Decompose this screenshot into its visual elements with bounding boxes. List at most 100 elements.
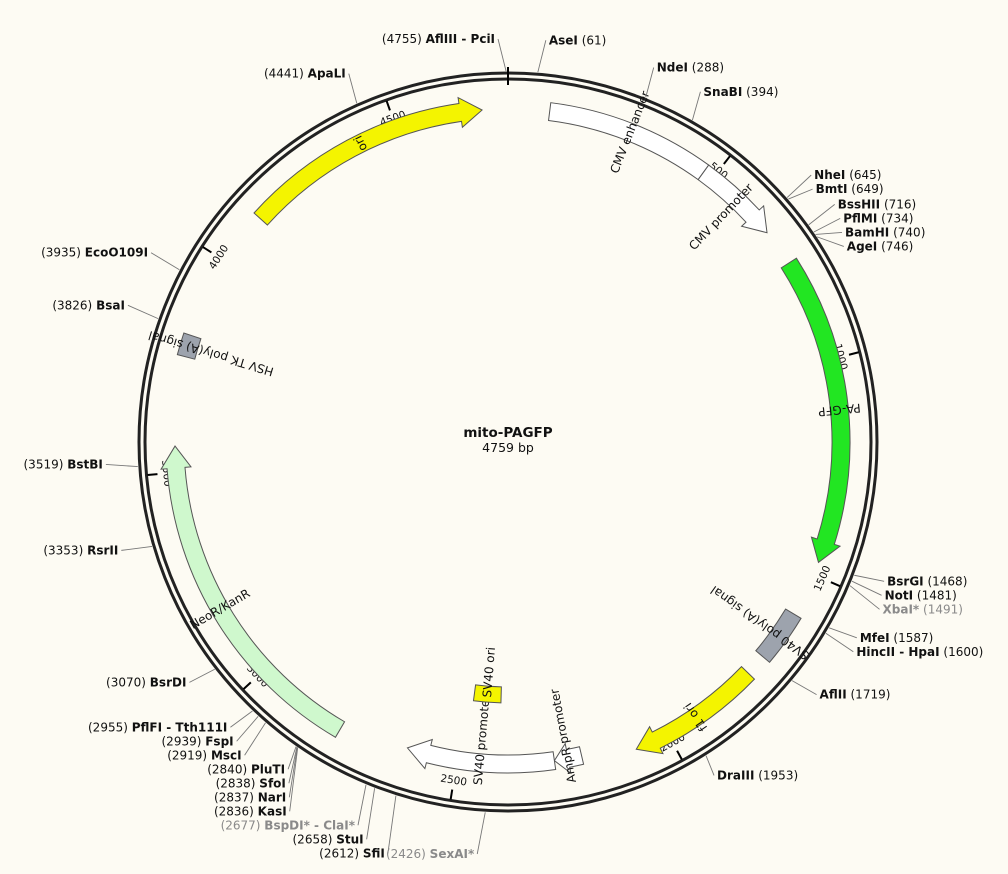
feature-sv40-ori: SV40 ori <box>472 647 502 704</box>
tick-mark <box>676 750 683 760</box>
site-leader-line <box>244 722 266 756</box>
site-name: BamHI <box>845 225 889 239</box>
tick-mark <box>202 246 212 254</box>
site-bsshii: BssHII (716) <box>808 197 917 226</box>
tick-mark <box>449 789 454 800</box>
site-label: BmtI (649) <box>816 182 884 196</box>
site-name: PflFI - Tth111I <box>132 720 228 734</box>
site-position: (1481) <box>917 588 957 602</box>
site-leader-line <box>828 627 857 639</box>
tick-mark <box>242 681 252 690</box>
site-bmti: BmtI (649) <box>788 182 884 200</box>
site-name: BstBI <box>67 457 103 471</box>
site-label: XbaI* (1491) <box>883 602 963 616</box>
feature-label: ori <box>351 133 370 153</box>
site-label: BsrGI (1468) <box>887 574 967 588</box>
site-label: AseI (61) <box>549 33 607 47</box>
site-label: DraIII (1953) <box>717 768 798 782</box>
tick-mark <box>723 155 731 165</box>
site-position: (740) <box>893 225 925 239</box>
site-leader-line <box>348 73 358 104</box>
site-label: (3519) BstBI <box>24 457 103 471</box>
site-agei: AgeI (746) <box>816 236 914 253</box>
site-label: SnaBI (394) <box>703 85 778 99</box>
site-layer: AseI (61) NdeI (288) SnaBI (394) NheI (645)… <box>24 32 984 861</box>
site-label: (4755) AflIII - PciI <box>382 32 495 46</box>
site-leader-line <box>121 546 153 551</box>
site-nari: (2837) NarI <box>214 747 298 804</box>
site-leader-line <box>366 788 376 840</box>
site-ecoo109i: (3935) EcoO109I <box>41 246 180 271</box>
tick-label: 2500 <box>440 773 468 789</box>
site-leader-line <box>230 710 253 728</box>
plasmid-name: mito-PAGFP <box>463 425 552 441</box>
site-bsrgi: BsrGI (1468) <box>854 574 967 588</box>
site-aflii: AflII (1719) <box>791 680 891 702</box>
site-rsrii: (3353) RsrII <box>43 543 153 557</box>
site-leader-line <box>854 574 885 582</box>
site-leader-line <box>645 67 655 98</box>
site-leader-line <box>815 231 843 235</box>
site-pflfi-tth111i: (2955) PflFI - Tth111I <box>88 710 253 734</box>
site-name: NheI <box>814 168 845 182</box>
site-position: (2955) <box>88 720 128 734</box>
site-nhei: NheI (645) <box>786 168 881 198</box>
site-position: (2838) <box>216 776 256 790</box>
site-position: (2677) <box>221 818 261 832</box>
site-name: NdeI <box>657 60 688 74</box>
site-name: NotI <box>885 588 914 602</box>
site-position: (1600) <box>943 645 983 659</box>
site-leader-line <box>357 784 367 826</box>
site-name: KasI <box>258 804 287 818</box>
site-snabi: SnaBI (394) <box>691 85 778 121</box>
site-leader-line <box>851 580 882 596</box>
site-leader-line <box>387 795 397 854</box>
site-name: NarI <box>258 790 287 804</box>
site-position: (649) <box>851 182 883 196</box>
site-label: BssHII (716) <box>838 197 917 211</box>
site-position: (1719) <box>851 688 891 702</box>
site-leader-line <box>537 40 547 73</box>
site-position: (746) <box>881 239 913 253</box>
site-noti: NotI (1481) <box>851 580 957 602</box>
site-position: (394) <box>746 85 778 99</box>
site-bamhi: BamHI (740) <box>815 225 925 239</box>
feature-arrow <box>176 332 202 360</box>
site-name: DraIII <box>717 768 754 782</box>
site-name: BmtI <box>816 182 848 196</box>
site-bsai: (3826) BsaI <box>52 298 159 320</box>
site-label: (4441) ApaLI <box>264 67 346 81</box>
site-leader-line <box>497 38 507 72</box>
feature-arrow <box>553 742 585 775</box>
site-label: (2426) SexAI* <box>386 847 475 861</box>
site-leader-line <box>825 632 854 653</box>
site-sexai: (2426) SexAI* <box>386 812 486 861</box>
site-position: (1953) <box>758 768 798 782</box>
site-name: AflII <box>820 688 847 702</box>
site-name: BssHII <box>838 197 880 211</box>
site-mfei: MfeI (1587) <box>828 627 934 645</box>
site-position: (2919) <box>167 748 207 762</box>
site-label: MfeI (1587) <box>860 631 934 645</box>
feature-arrow <box>635 665 756 755</box>
site-sfoi: (2838) SfoI <box>216 746 298 790</box>
feature-ori: ori <box>253 96 483 226</box>
site-name: FspI <box>205 734 233 748</box>
feature-arrow <box>406 738 557 774</box>
feature-arrow <box>697 164 768 234</box>
site-name: BsaI <box>96 298 125 312</box>
site-name: PluTI <box>251 762 285 776</box>
site-leader-line <box>288 746 298 784</box>
site-position: (288) <box>692 60 724 74</box>
site-label: PflMI (734) <box>843 211 913 225</box>
site-name: BsrDI <box>150 675 187 689</box>
tick-mark <box>147 473 158 477</box>
site-position: (1468) <box>927 574 967 588</box>
site-label: AgeI (746) <box>847 239 914 253</box>
site-name: HincII - HpaI <box>856 645 939 659</box>
site-position: (2836) <box>214 804 254 818</box>
site-position: (3519) <box>24 457 64 471</box>
site-position: (734) <box>881 211 913 225</box>
plasmid-length: 4759 bp <box>482 440 534 455</box>
